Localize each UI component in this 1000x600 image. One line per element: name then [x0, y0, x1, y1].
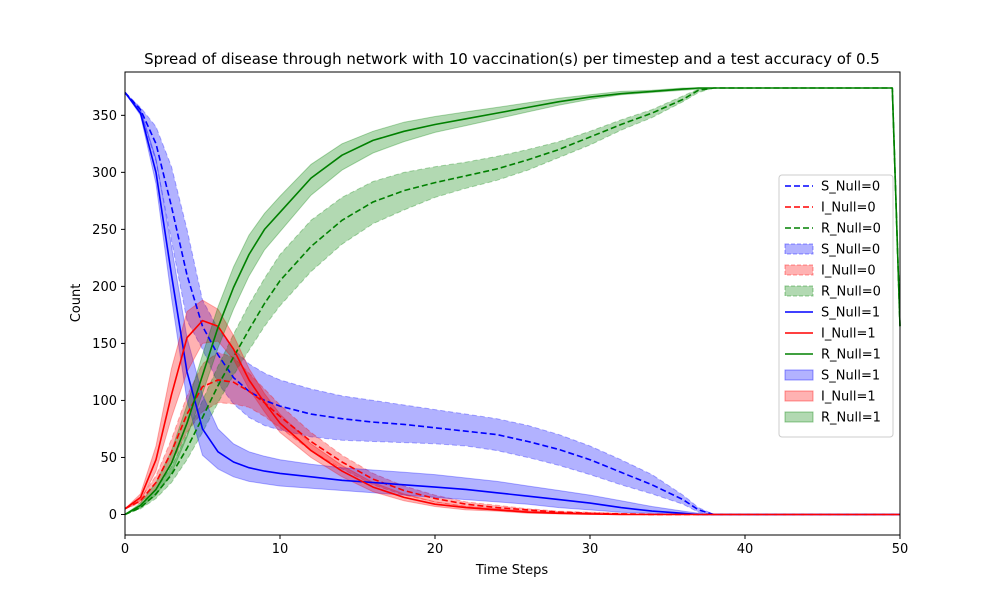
x-tick-label: 30: [582, 542, 599, 557]
legend-label: R_Null=0: [821, 222, 881, 237]
legend: S_Null=0 I_Null=0 R_Null=0 S_Null=0 I_Null=0…: [778, 174, 894, 438]
y-tick-label: 250: [92, 223, 117, 238]
band-i-null-1: [124, 299, 900, 515]
x-tick-label: 40: [737, 542, 754, 557]
band-s-null-1: [124, 92, 900, 515]
x-tick-label: 20: [427, 542, 444, 557]
legend-box: [778, 174, 894, 438]
x-axis-ticks: 0 10 20 30 40 50: [121, 535, 908, 557]
y-tick-label: 0: [109, 508, 117, 523]
line-r-null-1: [124, 87, 901, 516]
legend-label: R_Null=1: [821, 411, 881, 426]
x-tick-label: 0: [121, 542, 129, 557]
legend-label: S_Null=1: [821, 369, 880, 384]
legend-label: R_Null=1: [821, 348, 881, 363]
y-axis-label: Count: [69, 284, 84, 323]
legend-label: I_Null=1: [821, 390, 876, 405]
line-i-null-1: [124, 319, 900, 516]
x-tick-label: 10: [272, 542, 289, 557]
y-tick-label: 200: [92, 280, 117, 295]
y-tick-label: 300: [92, 166, 117, 181]
legend-swatch: [784, 285, 814, 297]
band-s-null-0: [124, 92, 900, 515]
legend-label: I_Null=0: [821, 264, 876, 279]
x-axis-label: Time Steps: [475, 563, 549, 578]
legend-label: I_Null=1: [821, 327, 876, 342]
band-i-null-0: [124, 351, 900, 515]
plot-frame: [124, 71, 901, 536]
legend-label: I_Null=0: [821, 201, 876, 216]
x-tick-label: 50: [892, 542, 909, 557]
band-r-null-0: [124, 87, 901, 515]
legend-swatch: [784, 411, 814, 423]
legend-label: R_Null=0: [821, 285, 881, 300]
legend-swatch: [784, 390, 814, 402]
y-tick-label: 150: [92, 337, 117, 352]
legend-swatch: [784, 264, 814, 276]
legend-label: S_Null=1: [821, 306, 880, 321]
series-lines: [124, 87, 901, 516]
legend-label: S_Null=0: [821, 243, 880, 258]
legend-swatch: [784, 369, 814, 381]
chart-title: Spread of disease through network with 1…: [144, 50, 880, 68]
legend-swatch: [784, 243, 814, 255]
y-axis-ticks: 0 50 100 150 200 250 300 350: [92, 109, 125, 523]
legend-label: S_Null=0: [821, 180, 880, 195]
y-tick-label: 50: [100, 451, 117, 466]
y-tick-label: 100: [92, 394, 117, 409]
y-tick-label: 350: [92, 109, 117, 124]
